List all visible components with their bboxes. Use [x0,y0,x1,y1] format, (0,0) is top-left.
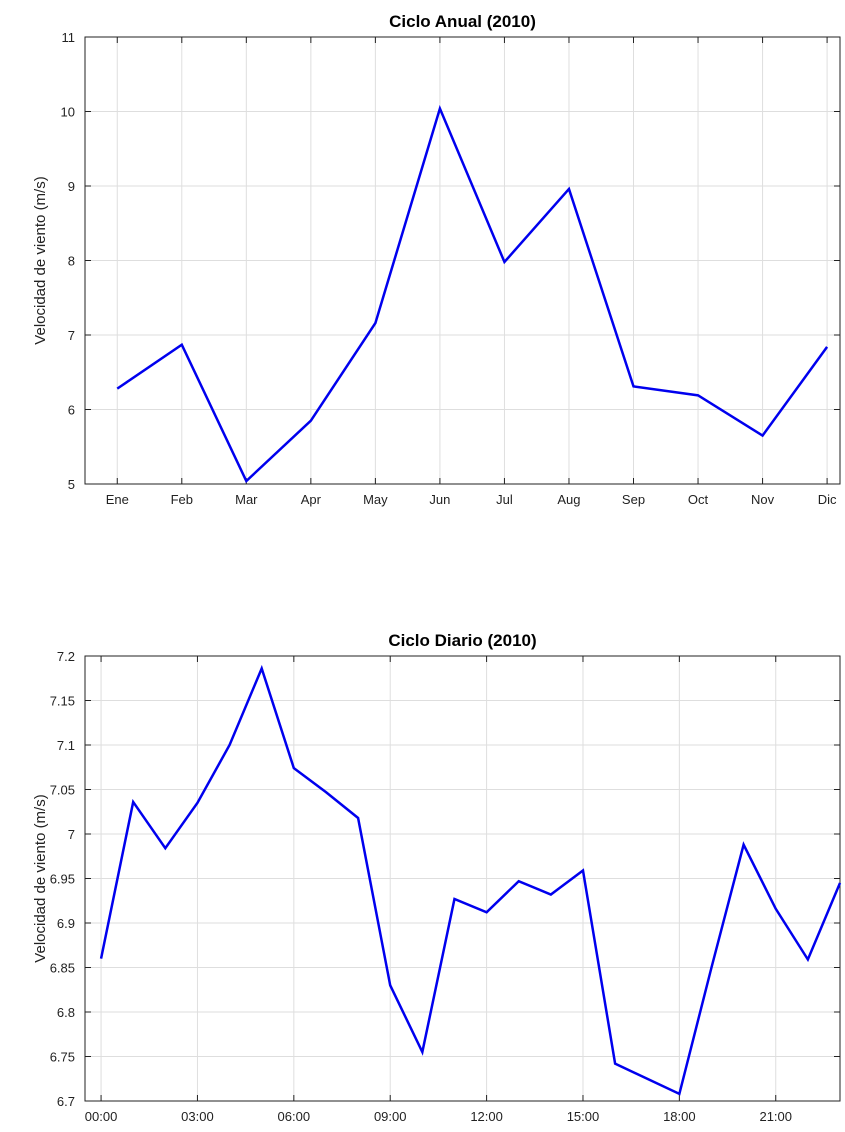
y-tick-label: 10 [61,105,75,120]
y-tick-label: 6.8 [57,1005,75,1020]
plot-frame [84,655,841,1102]
y-tick-label: 7.15 [50,694,75,709]
y-axis-label: Velocidad de viento (m/s) [32,176,49,344]
x-tick-label: Sep [622,492,645,507]
x-tick-label: 12:00 [470,1109,503,1124]
x-tick-label: Nov [751,492,775,507]
y-tick-label: 6.95 [50,872,75,887]
x-tick-label: Apr [301,492,322,507]
x-tick-label: Mar [235,492,258,507]
x-tick-label: 21:00 [759,1109,792,1124]
x-tick-label: 03:00 [181,1109,214,1124]
y-tick-label: 5 [68,477,75,492]
y-tick-label: 6 [68,403,75,418]
x-tick-label: Feb [171,492,193,507]
x-tick-label: Oct [688,492,709,507]
y-tick-label: 9 [68,179,75,194]
x-tick-label: Jun [429,492,450,507]
x-tick-label: May [363,492,388,507]
chart-title: Ciclo Anual (2010) [389,12,536,31]
x-tick-label: 00:00 [85,1109,118,1124]
data-line [99,664,842,1096]
y-tick-label: 8 [68,254,75,269]
x-tick-label: Aug [557,492,580,507]
x-tick-label: Jul [496,492,513,507]
y-tick-label: 7.05 [50,783,75,798]
x-tick-label: 15:00 [567,1109,600,1124]
x-tick-label: 18:00 [663,1109,696,1124]
y-tick-label: 7.1 [57,738,75,753]
plot-frame [84,36,841,485]
y-tick-label: 7.2 [57,649,75,664]
x-tick-label: 09:00 [374,1109,407,1124]
x-tick-label: Dic [818,492,837,507]
x-tick-label: 06:00 [278,1109,311,1124]
y-tick-label: 6.7 [57,1094,75,1109]
y-tick-label: 6.9 [57,916,75,931]
y-tick-label: 6.75 [50,1050,75,1065]
chart-title: Ciclo Diario (2010) [388,631,536,650]
data-line [116,104,829,484]
y-axis-label: Velocidad de viento (m/s) [32,794,49,962]
x-tick-label: Ene [106,492,129,507]
y-tick-label: 7 [68,328,75,343]
y-tick-label: 7 [68,827,75,842]
y-tick-label: 6.85 [50,961,75,976]
y-tick-label: 11 [62,30,76,45]
